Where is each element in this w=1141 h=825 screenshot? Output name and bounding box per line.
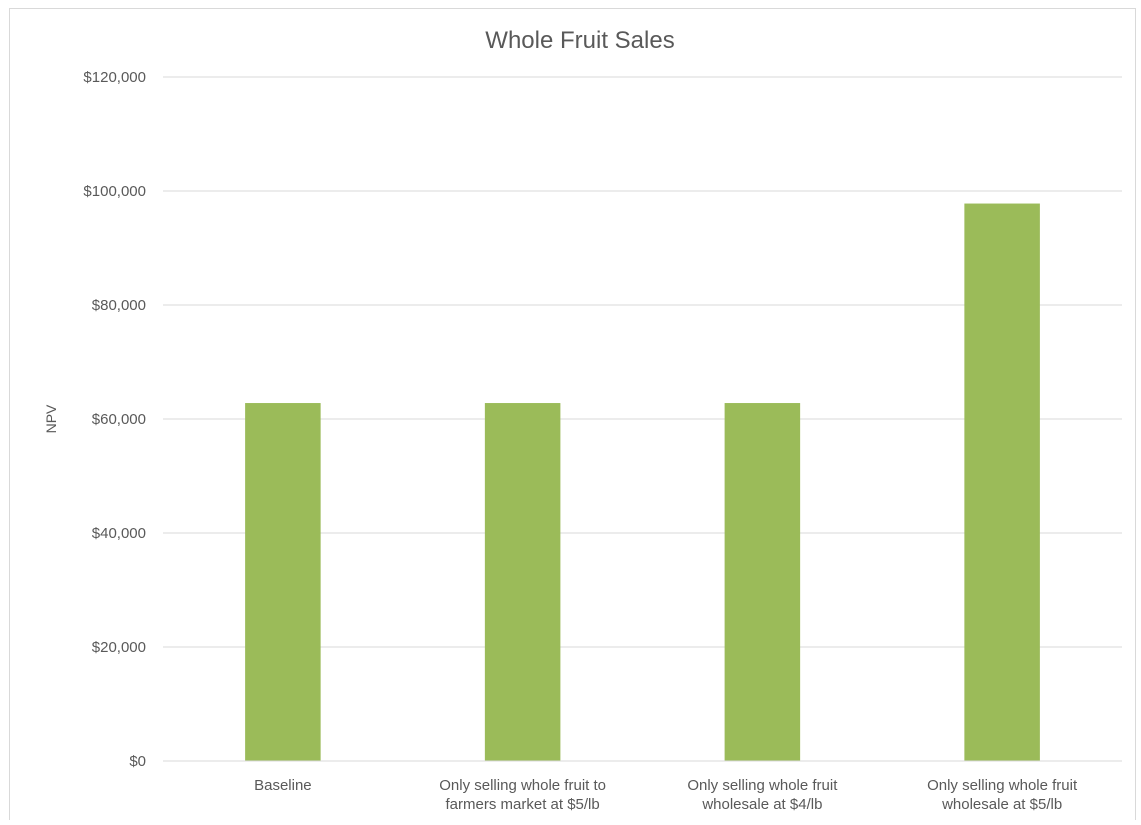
x-tick-label-line: Baseline [254, 777, 312, 794]
y-tick-label: $60,000 [92, 411, 146, 428]
y-tick-label: $100,000 [83, 183, 146, 200]
bar [245, 403, 321, 761]
x-tick-label-line: Only selling whole fruit [687, 777, 838, 794]
x-tick-label: Only selling whole fruit wholesale at $5/… [927, 777, 1078, 813]
x-tick-label: Only selling whole fruit to farmers marke… [439, 777, 606, 813]
y-tick-label: $120,000 [83, 69, 146, 86]
bars [245, 203, 1040, 762]
x-tick-label: Baseline [254, 777, 312, 794]
y-tick-label: $80,000 [92, 297, 146, 314]
bar [484, 403, 561, 761]
bar [964, 203, 1040, 762]
y-tick-label: $0 [129, 753, 146, 770]
x-tick-label-line: Only selling whole fruit to [439, 777, 606, 794]
y-axis-ticks: $0 $20,000 $40,000 $60,000 $80,000 $100,000 $1… [83, 69, 146, 770]
y-axis-label: NPV [43, 404, 59, 433]
x-tick-label-line: Only selling whole fruit [927, 777, 1078, 794]
chart-title: Whole Fruit Sales [485, 27, 674, 54]
x-tick-label: Only selling whole fruit wholesale at $4/… [687, 777, 838, 813]
x-axis-ticks: Baseline Only selling whole fruit to farme… [254, 777, 1078, 813]
chart-border [9, 8, 1136, 825]
x-tick-label-line: farmers market at $5/lb [446, 796, 600, 813]
bar [724, 403, 801, 761]
gridlines [163, 76, 1122, 648]
y-tick-label: $20,000 [92, 639, 146, 656]
x-tick-label-line: wholesale at $5/lb [941, 796, 1062, 813]
y-tick-label: $40,000 [92, 525, 146, 542]
x-tick-label-line: wholesale at $4/lb [701, 796, 822, 813]
